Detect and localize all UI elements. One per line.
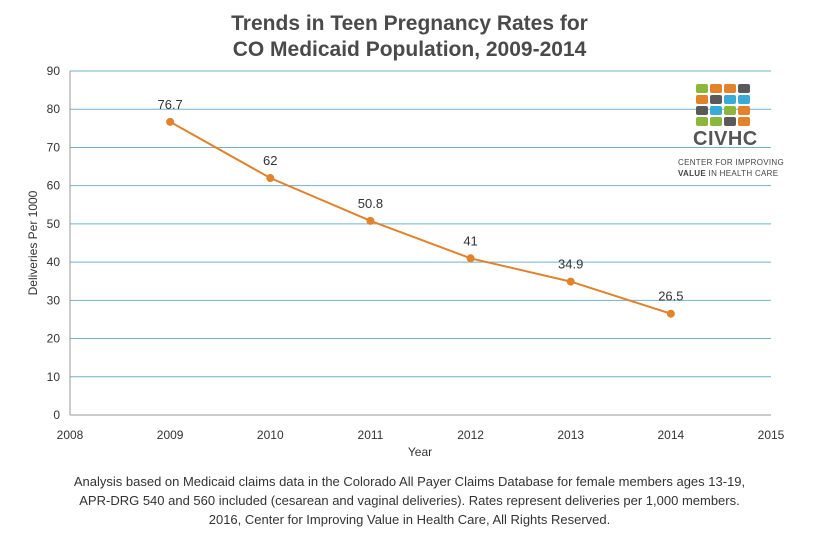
data-point — [666, 309, 675, 318]
x-tick-label: 2009 — [157, 428, 184, 442]
logo-subtitle-line-2: VALUE IN HEALTH CARE — [678, 168, 788, 179]
line-chart: 0 10 20 30 40 50 60 70 80 90 2008 2009 2010 2011 2012 2… — [26, 64, 785, 459]
logo-block — [738, 95, 750, 104]
chart-title-line-2: CO Medicaid Population, 2009-2014 — [232, 38, 587, 61]
logo-block — [724, 106, 736, 115]
data-labels: 76.7 62 50.8 41 34.9 26.5 — [157, 97, 683, 304]
logo-subtitle-value: VALUE — [678, 169, 707, 178]
x-tick-label: 2010 — [257, 428, 284, 442]
logo-subtitle-line-1: CENTER FOR IMPROVING — [678, 158, 785, 167]
logo-block — [710, 95, 722, 104]
data-point — [366, 216, 375, 225]
x-tick-label: 2012 — [457, 428, 484, 442]
logo-block — [696, 117, 708, 126]
logo-block — [696, 84, 708, 93]
logo-name: CIVHC — [693, 128, 758, 150]
logo-subtitle: CENTER FOR IMPROVING VALUE IN HEALTH CAR… — [678, 157, 788, 179]
civhc-logo: CIVHC CENTER FOR IMPROVING VALUE IN HEAL… — [678, 84, 788, 179]
logo-block — [738, 106, 750, 115]
y-axis-title: Deliveries Per 1000 — [26, 190, 40, 295]
chart-title-line-1: Trends in Teen Pregnancy Rates for — [231, 12, 588, 35]
logo-block — [710, 106, 722, 115]
y-tick-label: 30 — [47, 293, 61, 307]
footnote-line-2: APR-DRG 540 and 560 included (cesarean a… — [79, 493, 740, 508]
data-label: 41 — [463, 233, 477, 248]
x-tick-label: 2015 — [758, 428, 785, 442]
y-tick-label: 80 — [47, 102, 61, 116]
logo-block — [738, 117, 750, 126]
logo-subtitle-rest: IN HEALTH CARE — [706, 169, 779, 178]
logo-block — [710, 84, 722, 93]
x-tick-label: 2014 — [658, 428, 685, 442]
series-line — [169, 120, 672, 315]
axes: 0 10 20 30 40 50 60 70 80 90 2008 2009 2010 2011 2012 2… — [47, 64, 785, 442]
y-tick-label: 40 — [47, 255, 61, 269]
y-tick-label: 60 — [47, 179, 61, 193]
data-point — [566, 277, 575, 286]
data-point — [466, 254, 475, 263]
logo-block — [738, 84, 750, 93]
data-point — [266, 174, 275, 183]
data-label: 62 — [263, 153, 277, 168]
logo-mark-icon — [696, 84, 756, 126]
footnote-line-1: Analysis based on Medicaid claims data i… — [73, 474, 746, 489]
grid-lines — [70, 70, 771, 378]
data-label: 76.7 — [157, 97, 182, 112]
y-tick-label: 90 — [47, 64, 61, 78]
x-tick-label: 2013 — [557, 428, 584, 442]
x-tick-label: 2008 — [57, 428, 84, 442]
y-tick-label: 0 — [53, 408, 60, 422]
logo-block — [696, 106, 708, 115]
logo-block — [710, 117, 722, 126]
data-label: 50.8 — [358, 196, 383, 211]
y-tick-label: 20 — [47, 332, 61, 346]
data-point — [166, 117, 175, 126]
data-label: 26.5 — [658, 289, 683, 304]
y-tick-label: 70 — [47, 140, 61, 154]
x-tick-label: 2011 — [358, 428, 384, 442]
x-axis-title: Year — [408, 445, 432, 459]
logo-block — [696, 95, 708, 104]
data-label: 34.9 — [558, 257, 583, 272]
logo-block — [724, 117, 736, 126]
logo-block — [724, 84, 736, 93]
series — [166, 117, 675, 318]
logo-block — [724, 95, 736, 104]
y-tick-label: 10 — [47, 370, 61, 384]
footnote-line-3: 2016, Center for Improving Value in Heal… — [208, 512, 611, 527]
y-tick-label: 50 — [47, 217, 61, 231]
